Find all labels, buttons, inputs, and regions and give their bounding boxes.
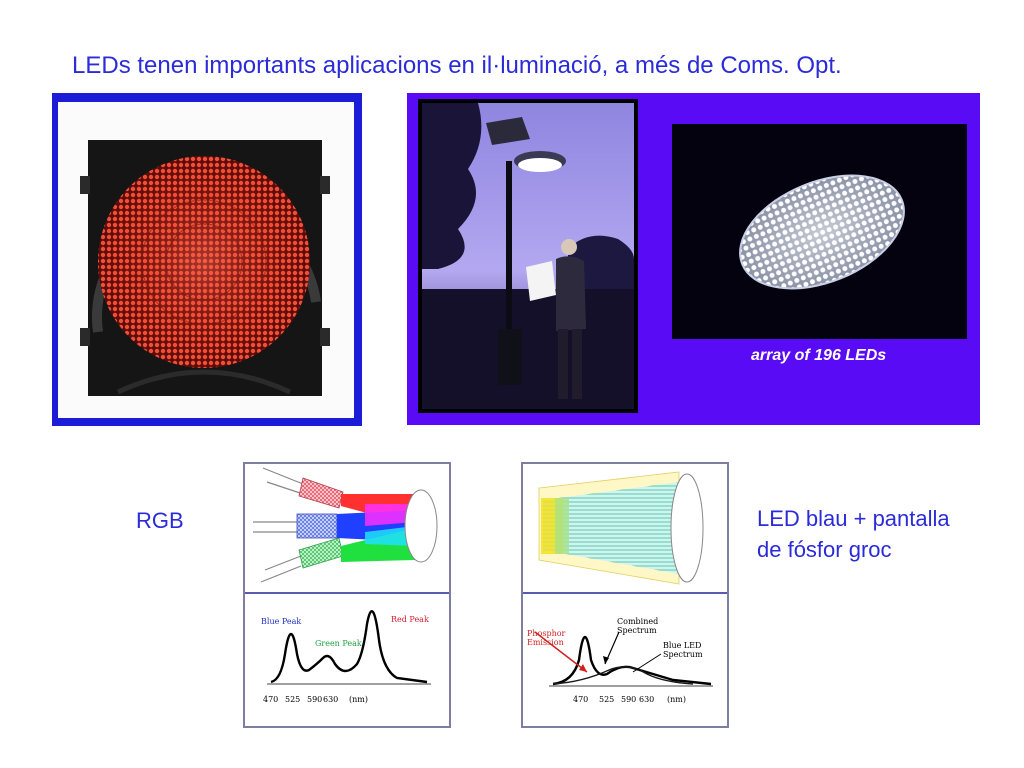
tick-label: 590 <box>307 695 322 704</box>
traffic-light-photo <box>58 102 354 418</box>
traffic-light-photo-frame <box>52 93 362 426</box>
axis-unit: (nm) <box>667 695 686 704</box>
tick-label: 525 <box>285 695 300 704</box>
blue-led-icon <box>253 513 338 539</box>
red-led-icon <box>262 467 344 509</box>
green-peak-label: Green Peak <box>315 639 362 648</box>
tick-label: 590 <box>621 695 636 704</box>
phosphor-spectrum-chart <box>534 631 713 687</box>
combined-spectrum-label: Combined <box>617 617 658 626</box>
led-array-photo <box>672 124 967 339</box>
diagram-divider <box>523 592 727 594</box>
tick-label: 630 <box>323 695 338 704</box>
led-applications-panel: array of 196 LEDs <box>407 93 980 425</box>
tick-label: 630 <box>639 695 654 704</box>
phosphor-led-diagram: Phosphor Emission Combined Spectrum Blue… <box>521 462 729 728</box>
phosphor-label-line2: de fósfor groc <box>757 537 892 562</box>
blue-led-spectrum-label: Blue LED <box>663 641 701 650</box>
rgb-spectrum-chart <box>267 610 431 685</box>
phosphor-label-line1: LED blau + pantalla <box>757 506 950 531</box>
rgb-led-diagram: Blue Peak Green Peak Red Peak 470 525 59… <box>243 462 451 728</box>
tick-label: 470 <box>573 695 588 704</box>
tick-label: 470 <box>263 695 278 704</box>
phosphor-emission-label-2: Emission <box>527 638 564 647</box>
led-streetlight-photo <box>418 99 638 413</box>
phosphor-emission-label: Phosphor <box>527 629 566 638</box>
rgb-label: RGB <box>136 508 184 533</box>
tick-label: 525 <box>599 695 614 704</box>
red-peak-label: Red Peak <box>391 615 429 624</box>
axis-unit: (nm) <box>349 695 368 704</box>
blue-led-spectrum-label-2: Spectrum <box>663 650 703 659</box>
blue-peak-label: Blue Peak <box>261 617 301 626</box>
led-array-caption: array of 196 LEDs <box>751 347 887 364</box>
slide-title: LEDs tenen importants aplicacions en il·… <box>72 52 842 79</box>
combined-spectrum-label-2: Spectrum <box>617 626 657 635</box>
diagram-divider <box>245 592 449 594</box>
green-led-icon <box>260 537 344 583</box>
